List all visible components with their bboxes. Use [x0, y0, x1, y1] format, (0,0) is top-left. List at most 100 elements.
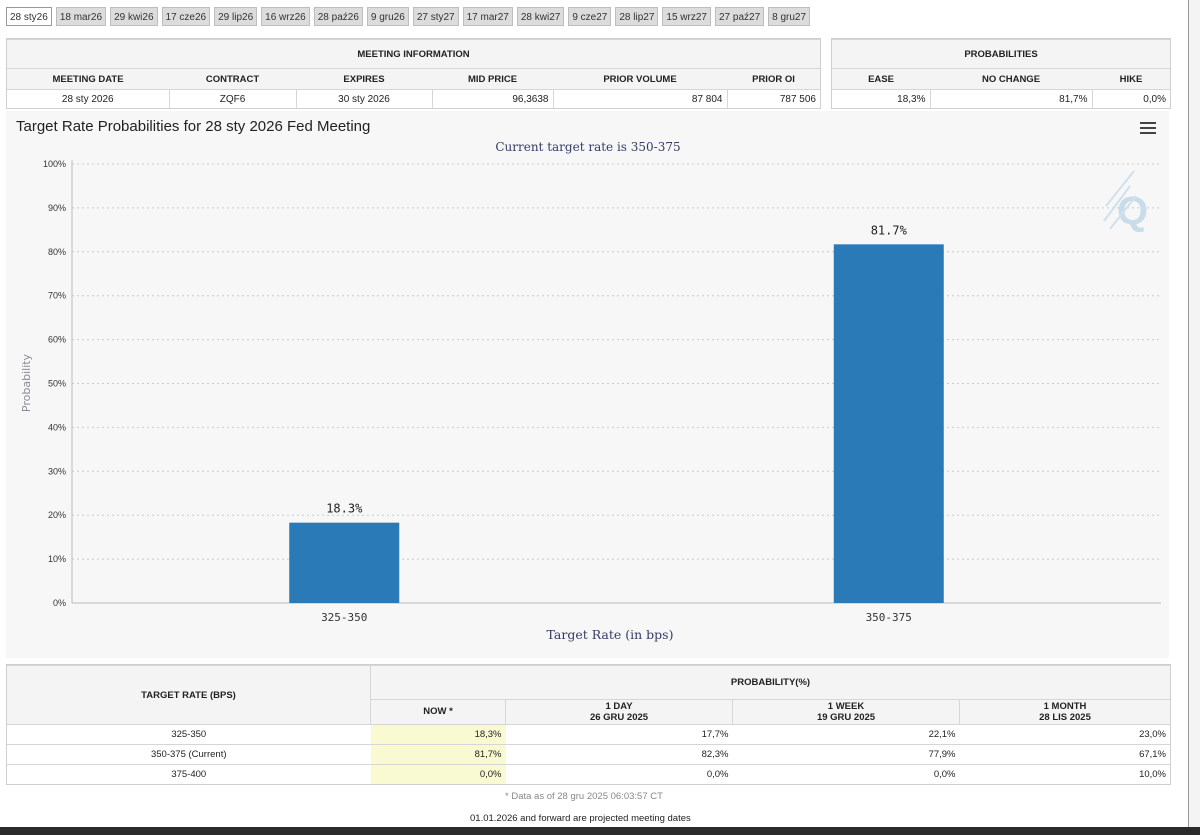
hamburger-menu-icon[interactable] — [1140, 122, 1156, 137]
period-1-week-date: 19 GRU 2025 — [816, 711, 876, 723]
chart-title: Target Rate Probabilities for 28 sty 202… — [16, 118, 371, 135]
probabilities-table: PROBABILITIES EASE NO CHANGE HIKE 18,3% … — [831, 38, 1171, 109]
hike-value: 0,0% — [1091, 89, 1170, 108]
header-contract: CONTRACT — [169, 68, 296, 90]
y-tick-label: 50% — [48, 379, 66, 389]
table-row: 375-400 0,0% 0,0% 0,0% 10,0% — [7, 764, 1170, 784]
expires-value: 30 sty 2026 — [295, 89, 432, 108]
tab-17-cze26[interactable]: 17 cze26 — [161, 7, 211, 26]
tab-29-lip26[interactable]: 29 lip26 — [214, 7, 258, 26]
bottom-bar — [0, 827, 1200, 835]
header-no-change: NO CHANGE — [930, 68, 1092, 90]
period-1-month-label: 1 MONTH — [1043, 700, 1087, 712]
tab-8-gru27[interactable]: 8 gru27 — [768, 7, 811, 26]
month-cell: 67,1% — [959, 744, 1170, 765]
header-hike: HIKE — [1092, 68, 1170, 90]
now-cell: 0,0% — [370, 764, 506, 784]
tab-18-mar26[interactable]: 18 mar26 — [55, 7, 107, 26]
table-row: 325-350 18,3% 17,7% 22,1% 23,0% — [7, 724, 1170, 745]
tab-28-lip27[interactable]: 28 lip27 — [615, 7, 659, 26]
prior-oi-value: 787 506 — [726, 89, 820, 108]
probability-history-table: TARGET RATE (BPS) PROBABILITY(%) NOW * 1… — [6, 664, 1171, 785]
day-cell: 82,3% — [505, 744, 733, 765]
contract-value: ZQF6 — [168, 89, 296, 108]
y-tick-label: 60% — [48, 335, 66, 345]
prior-volume-value: 87 804 — [552, 89, 727, 108]
week-cell: 77,9% — [732, 744, 960, 765]
header-1-day: 1 DAY 26 GRU 2025 — [505, 698, 733, 725]
meeting-tabs: 28 sty26 18 mar26 29 kwi26 17 cze26 29 lip26… — [6, 7, 811, 26]
day-cell: 17,7% — [505, 724, 733, 745]
meeting-date-value: 28 sty 2026 — [7, 89, 169, 108]
rate-cell: 325-350 — [7, 724, 371, 745]
y-tick-label: 40% — [48, 422, 66, 432]
y-tick-label: 90% — [48, 203, 66, 213]
tab-28-sty26[interactable]: 28 sty26 — [6, 7, 52, 26]
x-tick-label: 325-350 — [321, 611, 367, 624]
tab-15-wrz27[interactable]: 15 wrz27 — [662, 7, 711, 26]
header-expires: EXPIRES — [296, 68, 432, 90]
tab-29-kwi26[interactable]: 29 kwi26 — [110, 7, 158, 26]
bar-350-375[interactable] — [833, 244, 944, 603]
period-1-week-label: 1 WEEK — [827, 700, 865, 712]
rate-cell: 350-375 (Current) — [7, 744, 371, 765]
y-tick-label: 20% — [48, 510, 66, 520]
header-1-week: 1 WEEK 19 GRU 2025 — [732, 698, 960, 725]
period-1-day-label: 1 DAY — [605, 700, 633, 712]
x-axis-title: Target Rate (in bps) — [547, 627, 674, 642]
month-cell: 23,0% — [959, 724, 1170, 745]
projection-note: 01.01.2026 and forward are projected mee… — [470, 813, 691, 824]
no-change-value: 81,7% — [929, 89, 1092, 108]
bar-325-350[interactable] — [289, 522, 400, 603]
header-probability: PROBABILITY(%) — [370, 665, 1170, 700]
probabilities-title: PROBABILITIES — [832, 39, 1170, 69]
mid-price-value: 96,3638 — [431, 89, 553, 108]
meeting-information-table: MEETING INFORMATION MEETING DATE CONTRAC… — [6, 38, 821, 109]
y-tick-label: 0% — [53, 598, 66, 608]
header-ease: EASE — [832, 68, 930, 90]
tab-27-sty27[interactable]: 27 sty27 — [412, 7, 459, 26]
header-prior-oi: PRIOR OI — [727, 68, 820, 90]
y-tick-label: 70% — [48, 291, 66, 301]
now-cell: 81,7% — [370, 744, 506, 765]
tab-9-gru26[interactable]: 9 gru26 — [366, 7, 409, 26]
chart-subtitle: Current target rate is 350-375 — [495, 140, 680, 154]
tab-9-cze27[interactable]: 9 cze27 — [568, 7, 612, 26]
rate-cell: 375-400 — [7, 764, 371, 784]
data-label: 18.3% — [326, 502, 363, 516]
x-tick-label: 350-375 — [866, 611, 912, 624]
month-cell: 10,0% — [959, 764, 1170, 784]
period-1-month-date: 28 LIS 2025 — [1039, 711, 1091, 723]
header-target-rate: TARGET RATE (BPS) — [7, 665, 371, 725]
q-logo-icon: Q — [1103, 170, 1148, 233]
chart-panel: Target Rate Probabilities for 28 sty 202… — [6, 111, 1169, 658]
scrollbar[interactable] — [1189, 0, 1200, 827]
table-row: 350-375 (Current) 81,7% 82,3% 77,9% 67,1… — [7, 744, 1170, 765]
y-tick-label: 80% — [48, 247, 66, 257]
header-mid-price: MID PRICE — [432, 68, 553, 90]
period-1-day-date: 26 GRU 2025 — [589, 711, 649, 723]
probability-chart: 0% 10% 20% 30% 40% 50% 60% 70% 80% 90% 100% 18.3% 32… — [20, 140, 1161, 642]
y-axis-title: Probability — [20, 353, 33, 412]
data-label: 81.7% — [871, 223, 908, 237]
header-meeting-date: MEETING DATE — [7, 68, 169, 90]
week-cell: 22,1% — [732, 724, 960, 745]
data-timestamp-note: * Data as of 28 gru 2025 06:03:57 CT — [505, 791, 663, 802]
y-tick-label: 30% — [48, 466, 66, 476]
header-1-month: 1 MONTH 28 LIS 2025 — [959, 698, 1170, 725]
y-tick-label: 10% — [48, 554, 66, 564]
week-cell: 0,0% — [732, 764, 960, 784]
tab-28-paź26[interactable]: 28 paź26 — [313, 7, 363, 26]
header-now: NOW * — [370, 698, 506, 725]
tab-16-wrz26[interactable]: 16 wrz26 — [261, 7, 310, 26]
tab-27-paź27[interactable]: 27 paź27 — [714, 7, 765, 26]
y-tick-label: 100% — [43, 159, 66, 169]
now-cell: 18,3% — [370, 724, 506, 745]
meeting-information-title: MEETING INFORMATION — [7, 39, 820, 69]
ease-value: 18,3% — [832, 89, 930, 108]
day-cell: 0,0% — [505, 764, 733, 784]
tab-17-mar27[interactable]: 17 mar27 — [462, 7, 513, 26]
header-prior-volume: PRIOR VOLUME — [553, 68, 727, 90]
tab-28-kwi27[interactable]: 28 kwi27 — [516, 7, 565, 26]
